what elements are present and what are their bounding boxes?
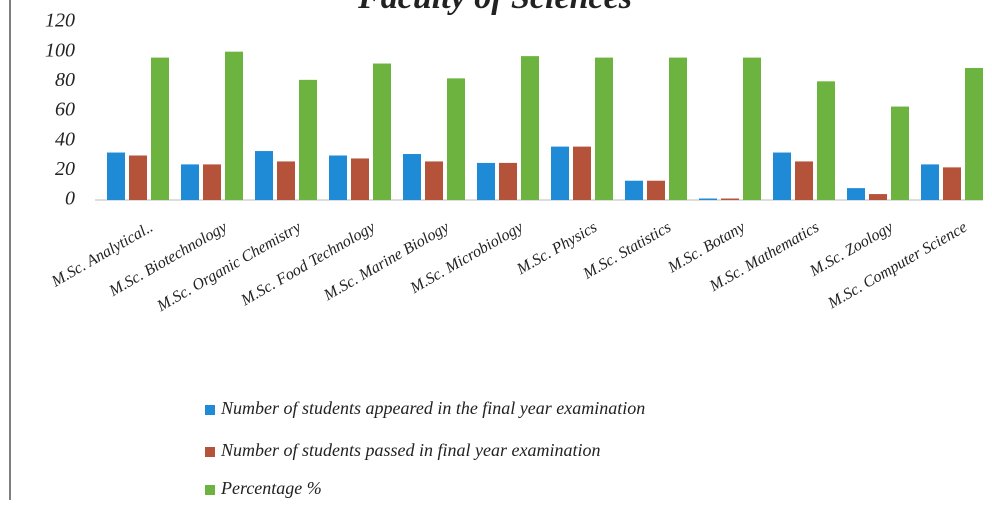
bar [521,56,539,200]
bar [277,161,295,200]
x-tick-label: M.Sc. Computer Science [824,219,970,313]
bar [255,151,273,200]
y-tick-label: 100 [45,39,75,61]
y-tick-label: 120 [45,10,75,32]
x-tick-label: M.Sc. Biotechnology [106,218,231,300]
bar [817,81,835,200]
bar [773,152,791,200]
x-tick-label: M.Sc. Food Technology [238,218,379,309]
y-tick-label: 60 [55,99,75,121]
bar [107,152,125,200]
bar [129,155,147,200]
bar [669,57,687,200]
bar [551,146,569,200]
x-tick-label: M.Sc. Marine Biology [320,218,453,304]
legend-swatch [205,405,215,415]
bar [203,164,221,200]
bar [447,78,465,200]
bar [743,57,761,200]
legend-swatch [205,447,215,457]
bar [225,51,243,200]
bar [373,63,391,201]
bar [647,180,665,200]
bar [425,161,443,200]
bar [795,161,813,200]
bar [921,164,939,200]
y-tick-label: 40 [55,128,75,150]
bar [403,154,421,200]
y-tick-label: 20 [55,158,75,180]
bar [625,180,643,200]
bar [477,162,495,200]
bar [721,198,739,200]
bar [499,162,517,200]
bar [943,167,961,200]
bar [299,79,317,200]
bar [595,57,613,200]
legend-label: Percentage % [220,478,322,498]
bar [181,164,199,200]
bar [965,67,983,200]
y-tick-label: 0 [65,188,75,210]
bar [151,57,169,200]
legend-label: Number of students appeared in the final… [220,398,645,418]
bar [699,198,717,200]
bar [573,146,591,200]
bar [847,188,865,200]
legend-label: Number of students passed in final year … [220,440,600,460]
bar [891,106,909,200]
bar [351,158,369,200]
chart-title: Faculty of Sciences [357,0,632,16]
y-tick-label: 80 [55,69,75,91]
bar [869,194,887,200]
legend-swatch [205,485,215,495]
bar [329,155,347,200]
